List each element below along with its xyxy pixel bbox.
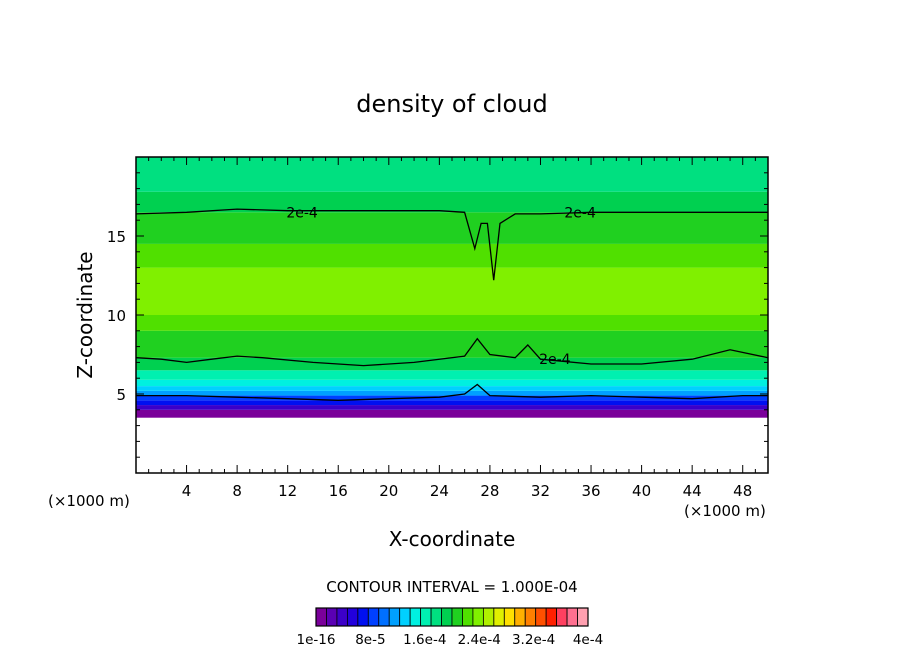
contour-label-1: 2e-4 xyxy=(564,205,596,221)
colorbar-cell xyxy=(482,607,495,627)
colorbar-cell xyxy=(535,607,547,627)
x-tick-label: 48 xyxy=(733,482,752,500)
colorbar-cell xyxy=(462,607,474,627)
colorbar-cell xyxy=(388,607,401,627)
field-band-8 xyxy=(136,370,768,380)
x-tick-label: 16 xyxy=(329,482,348,500)
colorbar-cell xyxy=(378,607,390,627)
field-band-11 xyxy=(136,315,768,331)
field-band-5 xyxy=(136,390,768,396)
field-band-4 xyxy=(136,395,768,401)
colorbar-cell xyxy=(524,607,537,627)
x-tick-label: 12 xyxy=(278,482,297,500)
contour-label-0: 2e-4 xyxy=(286,205,318,221)
colorbar-labels: 1e-16 8e-5 1.6e-4 2.4e-4 3.2e-4 4e-4 xyxy=(297,632,604,648)
colorbar-cell xyxy=(336,607,348,627)
colorbar xyxy=(315,607,589,627)
colorbar-cell xyxy=(503,607,516,627)
y-tick-label: 10 xyxy=(107,307,126,325)
x-tick-label: 44 xyxy=(683,482,702,500)
x-tick-label: 36 xyxy=(581,482,600,500)
chart-title: density of cloud xyxy=(356,90,547,118)
contour-line-1 xyxy=(135,337,769,367)
heatmap-field xyxy=(136,157,768,418)
field-band-13 xyxy=(136,243,768,268)
x-tick-label: 8 xyxy=(232,482,242,500)
contour-label-2: 2e-4 xyxy=(539,352,571,368)
colorbar-cell xyxy=(441,607,453,627)
colorbar-cell xyxy=(420,607,432,627)
contour-line-2 xyxy=(136,383,768,401)
field-band-10 xyxy=(136,330,768,358)
y-axis: 5 10 15 xyxy=(107,156,768,474)
x-tick-label: 20 xyxy=(379,482,398,500)
x-tick-label: 4 xyxy=(182,482,192,500)
contour-lines: 2e-4 2e-4 2e-4 xyxy=(135,205,769,401)
colorbar-cell xyxy=(409,607,422,627)
colorbar-cell xyxy=(545,607,558,627)
colorbar-label: 8e-5 xyxy=(355,632,385,648)
x-tick-label: 24 xyxy=(430,482,449,500)
colorbar-cell xyxy=(566,607,578,627)
colorbar-cell xyxy=(493,607,505,627)
colorbar-cell xyxy=(357,607,369,627)
colorbar-cell xyxy=(367,607,380,627)
x-axis-label: X-coordinate xyxy=(389,527,516,551)
colorbar-cell xyxy=(472,607,484,627)
field-band-12 xyxy=(136,267,768,315)
colorbar-cell xyxy=(326,607,338,627)
colorbar-cell xyxy=(315,607,327,627)
colorbar-cell xyxy=(399,607,411,627)
x-tick-label: 28 xyxy=(480,482,499,500)
y-axis-label: Z-coordinate xyxy=(73,251,97,378)
colorbar-label: 3.2e-4 xyxy=(512,632,555,648)
colorbar-cell xyxy=(430,607,442,627)
x-axis: 4 8 12 16 20 24 28 32 36 40 44 48 xyxy=(135,157,769,500)
field-band-9 xyxy=(136,357,768,371)
colorbar-frame xyxy=(315,607,589,627)
x-unit-right: (×1000 m) xyxy=(684,502,766,520)
y-tick-label: 15 xyxy=(107,228,126,246)
colorbar-cell xyxy=(577,607,589,627)
x-tick-label: 32 xyxy=(531,482,550,500)
field-band-14 xyxy=(136,212,768,244)
field-band-7 xyxy=(136,379,768,387)
field-band-2 xyxy=(136,405,768,410)
colorbar-label: 4e-4 xyxy=(573,632,603,648)
field-band-16 xyxy=(136,157,768,192)
y-tick-label: 5 xyxy=(116,386,126,404)
colorbar-cell xyxy=(556,607,568,627)
contour-line-0 xyxy=(135,208,768,281)
x-unit-left: (×1000 m) xyxy=(48,492,130,510)
colorbar-cell xyxy=(514,607,526,627)
colorbar-label: 1e-16 xyxy=(297,632,336,648)
x-tick-label: 40 xyxy=(632,482,651,500)
colorbar-cell xyxy=(451,607,463,627)
colorbar-cell xyxy=(346,607,359,627)
colorbar-label: 1.6e-4 xyxy=(403,632,446,648)
field-band-15 xyxy=(136,191,768,213)
colorbar-label: 2.4e-4 xyxy=(458,632,501,648)
field-band-1 xyxy=(136,409,768,418)
contour-interval-text: CONTOUR INTERVAL = 1.000E-04 xyxy=(326,578,577,596)
field-band-6 xyxy=(136,386,768,391)
field-band-3 xyxy=(136,400,768,406)
